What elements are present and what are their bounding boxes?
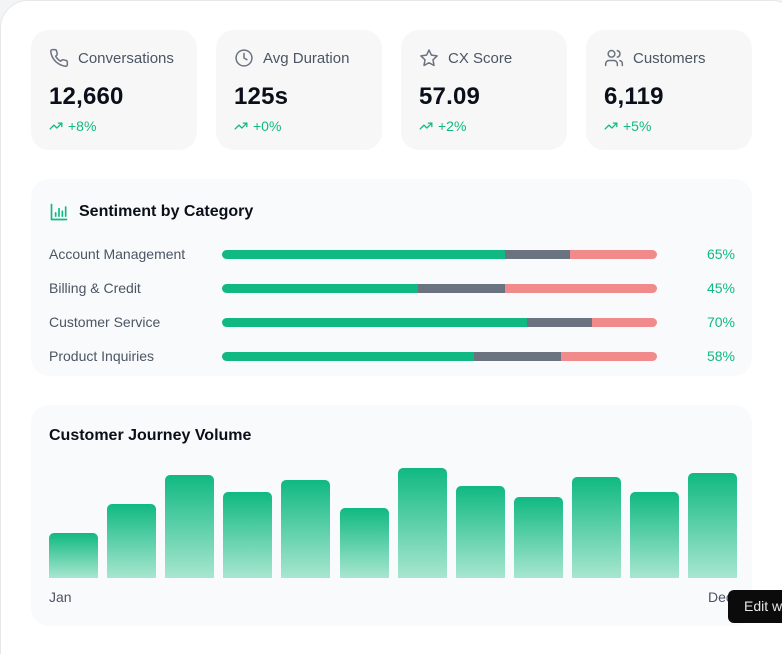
trending-up-icon xyxy=(49,122,63,130)
sentiment-bar xyxy=(222,249,657,259)
sentiment-row-label: Product Inquiries xyxy=(49,348,155,364)
journey-bar xyxy=(281,480,331,578)
sentiment-row: Account Management 65% xyxy=(49,237,735,271)
stat-value: 125s xyxy=(234,83,289,110)
journey-bar xyxy=(513,497,563,578)
bar-chart-icon xyxy=(50,203,68,221)
stat-card-conversations: Conversations 12,660 +8% xyxy=(31,30,197,150)
stat-delta: +8% xyxy=(68,118,97,134)
clock-icon xyxy=(235,49,253,67)
journey-bar xyxy=(165,474,215,578)
sentiment-row: Product Inquiries 58% xyxy=(49,339,735,373)
journey-bar xyxy=(455,485,505,578)
sentiment-positive-segment xyxy=(222,249,505,259)
sentiment-positive-segment xyxy=(222,283,418,293)
stat-delta: +2% xyxy=(438,118,467,134)
stat-value: 12,660 xyxy=(49,83,124,110)
stat-delta: +0% xyxy=(253,118,282,134)
sentiment-row-pct: 58% xyxy=(706,348,735,364)
phone-icon xyxy=(50,48,69,67)
sentiment-row: Billing & Credit 45% xyxy=(49,271,735,305)
sentiment-neutral-segment xyxy=(417,283,505,293)
journey-bar xyxy=(339,508,389,578)
x-axis-end-label: Dec xyxy=(708,589,733,605)
stat-card-cx-score: CX Score 57.09 +2% xyxy=(401,30,567,150)
sentiment-neutral-segment xyxy=(526,317,592,327)
journey-bar xyxy=(223,491,273,578)
stat-label: Conversations xyxy=(78,49,174,67)
trending-up-icon xyxy=(419,122,433,130)
stat-label: Avg Duration xyxy=(263,49,350,67)
sentiment-card: Sentiment by Category Account Management… xyxy=(31,179,752,376)
journey-card: Customer Journey Volume Jan Dec xyxy=(31,405,752,626)
sentiment-neutral-segment xyxy=(474,351,562,361)
journey-bar xyxy=(688,472,738,578)
sentiment-negative-segment xyxy=(561,351,657,361)
sentiment-bar xyxy=(222,351,657,361)
users-icon xyxy=(604,49,624,67)
sentiment-positive-segment xyxy=(222,351,475,361)
sentiment-bar xyxy=(222,317,657,327)
sentiment-bar xyxy=(222,283,657,293)
sentiment-row-label: Billing & Credit xyxy=(49,280,141,296)
journey-bar xyxy=(49,533,98,578)
sentiment-row-label: Account Management xyxy=(49,246,186,262)
edit-button[interactable]: Edit with xyxy=(728,590,782,623)
sentiment-row-pct: 65% xyxy=(706,246,735,262)
stat-value: 6,119 xyxy=(604,83,664,110)
trending-up-icon xyxy=(604,122,618,130)
journey-bar xyxy=(107,503,157,578)
x-axis-start-label: Jan xyxy=(49,589,72,605)
sentiment-negative-segment xyxy=(570,249,657,259)
stat-label: CX Score xyxy=(448,49,513,67)
sentiment-row-label: Customer Service xyxy=(49,314,161,330)
sentiment-negative-segment xyxy=(591,317,657,327)
stat-card-customers: Customers 6,119 +5% xyxy=(586,30,752,150)
stat-card-avg-duration: Avg Duration 125s +0% xyxy=(216,30,382,150)
journey-bar xyxy=(630,491,679,578)
trending-up-icon xyxy=(234,122,248,130)
sentiment-neutral-segment xyxy=(504,249,570,259)
stat-label: Customers xyxy=(633,49,706,67)
journey-bar xyxy=(571,476,621,578)
journey-bar xyxy=(397,468,447,578)
journey-bar-chart xyxy=(49,465,738,578)
stat-value: 57.09 xyxy=(419,83,481,110)
stats-row: Conversations 12,660 +8% Avg Duration 12… xyxy=(31,30,752,150)
sentiment-row-pct: 70% xyxy=(706,314,735,330)
sentiment-row: Customer Service 70% xyxy=(49,305,735,339)
journey-title: Customer Journey Volume xyxy=(49,427,252,444)
sentiment-title: Sentiment by Category xyxy=(79,203,254,220)
sentiment-negative-segment xyxy=(504,283,657,293)
sentiment-positive-segment xyxy=(222,317,527,327)
stat-delta: +5% xyxy=(623,118,652,134)
sentiment-row-pct: 45% xyxy=(706,280,735,296)
star-icon xyxy=(420,49,438,67)
